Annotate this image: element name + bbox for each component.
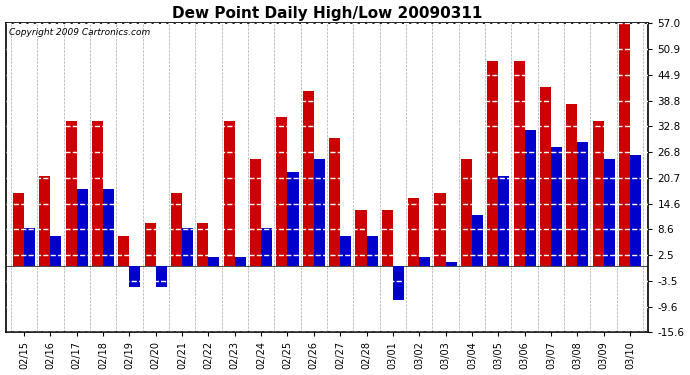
- Bar: [77, 189, 88, 266]
- Bar: [224, 121, 235, 266]
- Bar: [524, 130, 535, 266]
- Bar: [393, 266, 404, 300]
- Bar: [277, 117, 288, 266]
- Bar: [66, 121, 77, 266]
- Bar: [435, 194, 446, 266]
- Bar: [103, 189, 114, 266]
- Bar: [156, 266, 167, 287]
- Bar: [487, 62, 498, 266]
- Bar: [130, 266, 141, 287]
- Bar: [408, 198, 420, 266]
- Bar: [578, 142, 589, 266]
- Bar: [340, 236, 351, 266]
- Bar: [420, 257, 431, 266]
- Bar: [250, 159, 261, 266]
- Bar: [13, 194, 24, 266]
- Bar: [498, 176, 509, 266]
- Bar: [355, 210, 366, 266]
- Bar: [382, 210, 393, 266]
- Bar: [197, 223, 208, 266]
- Bar: [92, 121, 103, 266]
- Bar: [182, 228, 193, 266]
- Bar: [24, 228, 35, 266]
- Bar: [566, 104, 578, 266]
- Bar: [472, 215, 483, 266]
- Text: Copyright 2009 Cartronics.com: Copyright 2009 Cartronics.com: [9, 28, 150, 37]
- Bar: [171, 194, 182, 266]
- Bar: [303, 91, 314, 266]
- Bar: [118, 236, 130, 266]
- Bar: [619, 23, 630, 266]
- Bar: [329, 138, 340, 266]
- Bar: [366, 236, 377, 266]
- Bar: [314, 159, 325, 266]
- Bar: [540, 87, 551, 266]
- Bar: [630, 155, 641, 266]
- Bar: [446, 262, 457, 266]
- Bar: [145, 223, 156, 266]
- Bar: [593, 121, 604, 266]
- Bar: [604, 159, 615, 266]
- Bar: [288, 172, 299, 266]
- Bar: [551, 147, 562, 266]
- Bar: [39, 176, 50, 266]
- Bar: [50, 236, 61, 266]
- Bar: [513, 62, 524, 266]
- Bar: [461, 159, 472, 266]
- Bar: [235, 257, 246, 266]
- Bar: [261, 228, 272, 266]
- Bar: [208, 257, 219, 266]
- Title: Dew Point Daily High/Low 20090311: Dew Point Daily High/Low 20090311: [172, 6, 482, 21]
